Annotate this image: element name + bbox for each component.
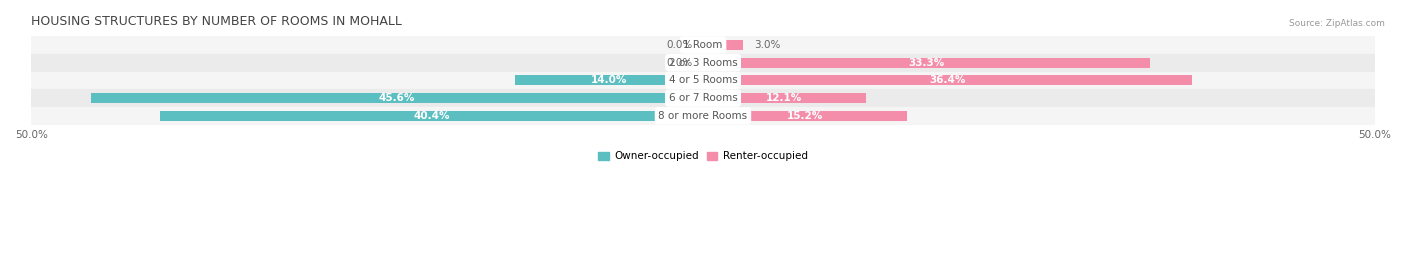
Legend: Owner-occupied, Renter-occupied: Owner-occupied, Renter-occupied bbox=[595, 147, 811, 165]
Text: 45.6%: 45.6% bbox=[378, 93, 415, 103]
Bar bbox=[703, 58, 1150, 68]
Text: 3.0%: 3.0% bbox=[754, 40, 780, 50]
Bar bbox=[31, 36, 1375, 54]
Text: 33.3%: 33.3% bbox=[908, 58, 945, 68]
Text: HOUSING STRUCTURES BY NUMBER OF ROOMS IN MOHALL: HOUSING STRUCTURES BY NUMBER OF ROOMS IN… bbox=[31, 15, 402, 28]
Bar bbox=[31, 72, 1375, 89]
Bar bbox=[31, 107, 1375, 125]
Text: 12.1%: 12.1% bbox=[766, 93, 803, 103]
Bar bbox=[703, 93, 866, 103]
Text: 0.0%: 0.0% bbox=[666, 40, 692, 50]
Text: 1 Room: 1 Room bbox=[683, 40, 723, 50]
Text: 40.4%: 40.4% bbox=[413, 111, 450, 121]
Text: 14.0%: 14.0% bbox=[591, 75, 627, 85]
Text: Source: ZipAtlas.com: Source: ZipAtlas.com bbox=[1289, 19, 1385, 28]
Bar bbox=[31, 54, 1375, 72]
Text: 6 or 7 Rooms: 6 or 7 Rooms bbox=[669, 93, 737, 103]
Text: 0.0%: 0.0% bbox=[666, 58, 692, 68]
Bar bbox=[703, 40, 744, 50]
Bar bbox=[31, 89, 1375, 107]
Bar bbox=[703, 75, 1192, 86]
Text: 36.4%: 36.4% bbox=[929, 75, 966, 85]
Text: 8 or more Rooms: 8 or more Rooms bbox=[658, 111, 748, 121]
Bar bbox=[703, 111, 907, 121]
Bar bbox=[160, 111, 703, 121]
Bar bbox=[515, 75, 703, 86]
Text: 15.2%: 15.2% bbox=[787, 111, 823, 121]
Text: 2 or 3 Rooms: 2 or 3 Rooms bbox=[669, 58, 737, 68]
Text: 4 or 5 Rooms: 4 or 5 Rooms bbox=[669, 75, 737, 85]
Bar bbox=[90, 93, 703, 103]
